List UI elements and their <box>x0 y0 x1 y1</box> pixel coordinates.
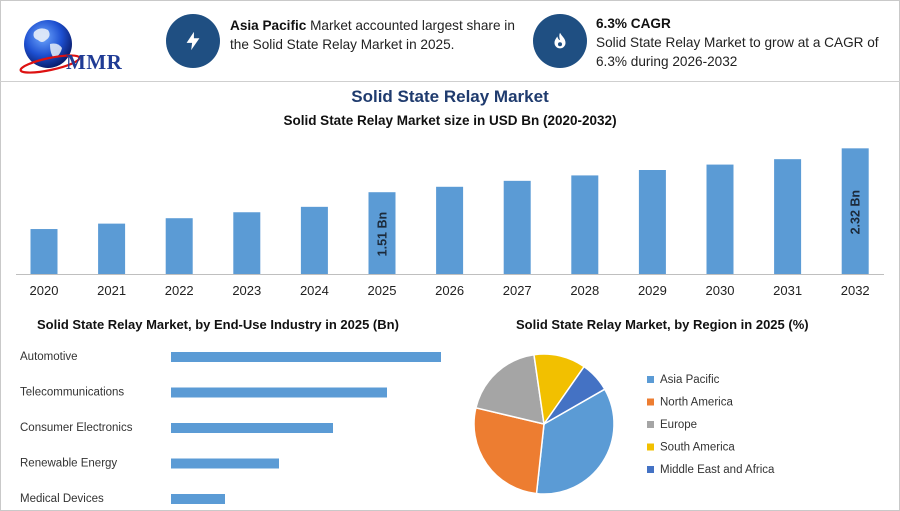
end-use-bar-chart: Automotive Telecommunications Consumer Ele… <box>20 351 441 505</box>
category-label: Medical Devices <box>20 493 104 505</box>
category-label: Automotive <box>20 351 78 363</box>
x-tick-label: 2022 <box>165 283 194 298</box>
x-tick-label: 2025 <box>368 283 397 298</box>
header-divider <box>0 81 900 82</box>
x-tick-label: 2029 <box>638 283 667 298</box>
bar-2030 <box>706 164 734 274</box>
category-label: Renewable Energy <box>20 458 117 470</box>
region-pie-chart: Asia Pacific North America Europe South Ame… <box>473 353 775 495</box>
bar-2020 <box>30 229 58 274</box>
bar-2023 <box>233 212 261 274</box>
pie-slice-middle-east-and-africa <box>543 365 606 425</box>
bar-2029 <box>638 170 666 274</box>
hbar-consumer-electronics <box>171 423 333 433</box>
x-tick-label: 2020 <box>30 283 59 298</box>
bolt-icon <box>166 14 220 68</box>
legend-entry: South America <box>660 442 735 454</box>
legend-swatch <box>647 443 654 451</box>
legend-entry: Middle East and Africa <box>660 464 775 476</box>
pie-slice-asia-pacific <box>535 388 615 495</box>
bar-2026 <box>436 186 464 274</box>
x-tick-label: 2026 <box>435 283 464 298</box>
info-cagr: 6.3% CAGR Solid State Relay Market to gr… <box>596 14 896 71</box>
data-label-2025: 1.51 Bn <box>375 212 389 256</box>
data-label-2032: 2.32 Bn <box>848 190 862 234</box>
region-chart-title: Solid State Relay Market, by Region in 2… <box>516 317 809 332</box>
bar-2032 <box>841 148 869 274</box>
category-label: Telecommunications <box>20 387 124 399</box>
x-tick-label: 2031 <box>773 283 802 298</box>
x-tick-label: 2023 <box>232 283 261 298</box>
x-tick-label: 2027 <box>503 283 532 298</box>
info-region-bold: Asia Pacific <box>230 18 307 33</box>
category-label: Consumer Electronics <box>20 422 133 434</box>
bar-2028 <box>571 175 599 274</box>
pie-slice-north-america <box>473 406 545 495</box>
bar-2021 <box>98 223 126 274</box>
x-tick-label: 2032 <box>841 283 870 298</box>
flame-icon <box>533 14 587 68</box>
hbar-telecommunications <box>171 387 387 398</box>
x-tick-label: 2024 <box>300 283 329 298</box>
x-tick-label: 2030 <box>706 283 735 298</box>
end-use-chart-title: Solid State Relay Market, by End-Use Ind… <box>37 317 399 332</box>
pie-slice-europe <box>474 353 545 425</box>
info-region-share: Asia Pacific Market accounted largest sh… <box>230 16 530 54</box>
bar-2024 <box>300 206 328 274</box>
market-size-bar-chart: 2020 2021 2022 2023 2024 2025 1.51 Bn 2026 2027 2… <box>16 148 884 298</box>
bar-2031 <box>774 159 802 274</box>
logo-text: MMR <box>66 50 123 74</box>
legend-swatch <box>647 466 654 473</box>
legend-entry: Europe <box>660 419 697 431</box>
legend-entry: North America <box>660 397 733 409</box>
hbar-automotive <box>171 352 441 362</box>
bar-2025 <box>368 192 396 274</box>
legend-swatch <box>647 376 654 383</box>
chart-title: Solid State Relay Market <box>351 87 549 106</box>
info-cagr-bold: 6.3% CAGR <box>596 16 671 31</box>
hbar-renewable-energy <box>171 458 279 469</box>
chart-subtitle: Solid State Relay Market size in USD Bn … <box>283 113 617 128</box>
x-tick-label: 2028 <box>570 283 599 298</box>
legend-swatch <box>647 421 654 428</box>
bar-2027 <box>503 180 531 274</box>
legend-entry: Asia Pacific <box>660 374 720 386</box>
info-region-text: Market accounted largest share in the So… <box>230 18 515 52</box>
x-tick-label: 2021 <box>97 283 126 298</box>
legend-swatch <box>647 398 654 406</box>
info-cagr-text: Solid State Relay Market to grow at a CA… <box>596 35 879 69</box>
bar-2022 <box>165 218 193 274</box>
globe-logo-icon <box>19 20 81 74</box>
hbar-medical-devices <box>171 494 225 504</box>
